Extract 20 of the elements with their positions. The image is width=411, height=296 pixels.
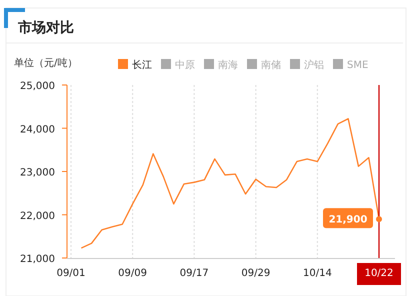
x-tick-label: 09/09	[118, 268, 148, 279]
legend-label: 南储	[261, 59, 281, 71]
y-tick-label: 25,000	[20, 81, 55, 92]
y-tick-label: 21,000	[20, 254, 55, 265]
chart-title: 市场对比	[17, 19, 74, 36]
data-label: 21,900	[328, 214, 368, 226]
legend-label: 沪铝	[304, 59, 324, 71]
y-tick-label: 22,000	[20, 210, 55, 222]
y-axis-title: 单位（元/吨）	[14, 57, 78, 69]
y-tick-label: 24,000	[20, 124, 55, 136]
legend-label: 南海	[218, 59, 238, 71]
x-tick-label: 09/01	[56, 268, 86, 279]
x-tick-label: 09/29	[241, 268, 270, 279]
x-tick-label: 10/22	[364, 268, 394, 279]
x-tick-label: 10/14	[302, 268, 332, 279]
legend-label: 长江	[132, 59, 152, 71]
x-tick-label: 09/17	[180, 268, 209, 279]
legend-label: 中原	[175, 59, 195, 71]
y-tick-label: 23,000	[20, 168, 55, 178]
legend-label: SME	[347, 60, 368, 71]
